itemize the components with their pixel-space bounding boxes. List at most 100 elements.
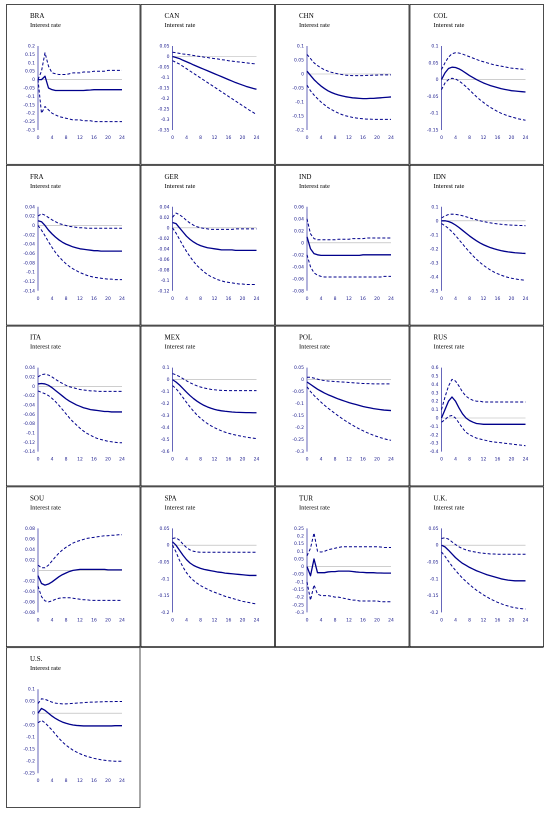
y-tick-label: -0.1 (295, 401, 304, 407)
irf-line (38, 75, 122, 92)
upper-band-line (172, 212, 257, 230)
x-tick-label: 8 (65, 778, 68, 784)
irf-line (172, 221, 257, 252)
panel-subtitle: Interest rate (30, 344, 61, 351)
x-tick-label: 20 (105, 296, 111, 302)
panel-title: POL (299, 334, 312, 342)
y-tick-label: 0.04 (25, 365, 35, 371)
upper-band-line (307, 376, 391, 385)
y-tick-label: 0.05 (25, 69, 35, 75)
y-tick-label: -0.1 (26, 735, 35, 741)
x-tick-label: 16 (226, 135, 232, 141)
x-tick-label: 12 (346, 296, 352, 302)
y-tick-label: 0.1 (431, 204, 438, 210)
y-tick-label: 0.3 (431, 390, 438, 396)
x-tick-label: 20 (374, 457, 380, 463)
y-tick-label: 0 (167, 377, 170, 383)
x-tick-label: 20 (240, 135, 246, 141)
y-tick-label: -0.05 (158, 65, 170, 71)
y-tick-label: -0.2 (295, 128, 304, 134)
y-tick-label: -0.08 (23, 610, 35, 616)
x-tick-label: 12 (481, 135, 487, 141)
panel-title: RUS (434, 334, 448, 342)
lower-band-line (172, 385, 257, 440)
x-tick-label: 12 (77, 135, 83, 141)
panel-tur: TUR Interest rate 0.25 0.20.15 0.10.05 0 -0.05… (275, 486, 410, 648)
x-tick-label: 4 (185, 135, 188, 141)
x-tick-label: 16 (360, 617, 366, 623)
x-tick-label: 24 (119, 457, 125, 463)
y-tick-label: -0.2 (161, 96, 170, 102)
y-tick-label: 0.1 (431, 407, 438, 413)
upper-band-line (306, 218, 391, 241)
y-tick-label: 0 (436, 77, 439, 83)
y-tick-label: -0.5 (430, 288, 439, 294)
x-tick-label: 4 (320, 617, 323, 623)
x-tick-label: 8 (468, 457, 471, 463)
y-tick-label: 0.25 (294, 526, 304, 532)
x-tick-label: 20 (374, 135, 380, 141)
panel-border (140, 164, 275, 326)
y-tick-label: 0 (167, 225, 170, 231)
x-tick-label: 20 (105, 457, 111, 463)
x-tick-label: 12 (481, 617, 487, 623)
panel-subtitle: Interest rate (165, 183, 196, 190)
y-tick-label: -0.04 (23, 402, 35, 408)
y-tick-label: -0.2 (430, 246, 439, 252)
x-tick-label: 24 (254, 457, 260, 463)
x-tick-label: 24 (119, 296, 125, 302)
upper-band-line (441, 378, 526, 410)
y-tick-label: 0.1 (162, 365, 169, 371)
y-tick-label: -0.3 (295, 449, 304, 455)
y-tick-label: 0.05 (294, 58, 304, 64)
panel-subtitle: Interest rate (434, 344, 465, 351)
y-tick-label: 0.04 (159, 204, 169, 210)
x-tick-label: 16 (495, 296, 501, 302)
x-tick-label: 8 (468, 296, 471, 302)
x-tick-label: 12 (212, 617, 218, 623)
x-tick-label: 0 (37, 778, 40, 784)
y-tick-label: 0.1 (297, 549, 304, 555)
panel-title: SOU (30, 494, 44, 502)
irf-line (306, 236, 391, 257)
y-tick-label: -0.06 (23, 412, 35, 418)
panel-border (275, 4, 410, 165)
panel-title: BRA (30, 12, 44, 20)
y-tick-label: -0.25 (158, 107, 170, 113)
upper-band-line (172, 537, 257, 553)
x-tick-label: 20 (374, 296, 380, 302)
panel-border (140, 4, 275, 165)
panel-us: U.S. Interest rate 0.1 0.05 0 -0.05 -0.1 -0.15 -… (6, 647, 141, 808)
lower-band-line (37, 390, 122, 444)
panel-title: MEX (165, 334, 181, 342)
irf-line (440, 396, 526, 425)
y-tick-label: -0.05 (23, 86, 35, 92)
y-tick-label: 0 (32, 568, 35, 574)
y-tick-label: -0.06 (292, 276, 304, 282)
lower-band-line (37, 719, 122, 762)
x-tick-label: 24 (388, 296, 394, 302)
y-tick-label: -0.06 (158, 257, 170, 263)
panel-subtitle: Interest rate (30, 665, 61, 672)
x-tick-label: 8 (334, 457, 337, 463)
y-tick-label: -0.08 (292, 288, 304, 294)
panel-border (6, 486, 141, 648)
x-tick-label: 24 (254, 296, 260, 302)
x-tick-label: 8 (199, 617, 202, 623)
lower-band-line (37, 585, 122, 603)
y-tick-label: 0.1 (28, 687, 35, 693)
x-tick-label: 20 (374, 617, 380, 623)
x-tick-label: 24 (388, 457, 394, 463)
panel-title: FRA (30, 173, 44, 181)
x-tick-label: 12 (212, 135, 218, 141)
y-tick-label: 0.5 (431, 374, 438, 380)
x-tick-label: 12 (346, 135, 352, 141)
upper-band-line (37, 698, 122, 705)
y-tick-label: -0.25 (292, 437, 304, 443)
x-tick-label: 8 (468, 135, 471, 141)
panel-title: IND (299, 173, 311, 181)
panel-chn: CHN Interest rate 0.1 0.05 0 -0.05 -0.1 -0.15 -0… (275, 4, 410, 165)
y-tick-label: -0.05 (158, 560, 170, 566)
x-tick-label: 20 (509, 296, 515, 302)
y-tick-label: 0.4 (431, 382, 438, 388)
